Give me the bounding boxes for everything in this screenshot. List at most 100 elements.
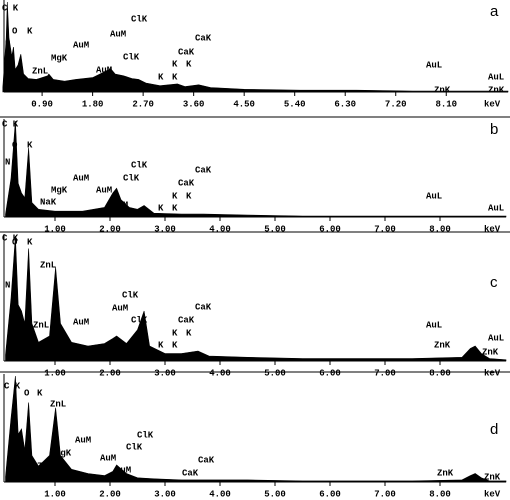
x-tick-label: 3.00 — [154, 489, 176, 499]
spectrum — [5, 120, 507, 218]
peak-label: ZnL — [37, 461, 53, 471]
peak-label: ZnK — [488, 85, 505, 95]
x-tick-label: 4.00 — [209, 224, 231, 234]
peak-label: CaK — [178, 178, 195, 188]
peak-label: ClK — [123, 52, 140, 62]
peak-label: ZnL — [40, 260, 56, 270]
x-tick-label: 2.70 — [132, 99, 154, 109]
peak-label: K — [172, 328, 178, 338]
x-tick-label: 8.00 — [429, 489, 451, 499]
x-axis-unit: keV — [484, 368, 501, 378]
x-axis-unit: keV — [484, 224, 501, 234]
peak-label: AuM — [73, 317, 89, 327]
peak-label: AuM — [96, 65, 112, 75]
x-tick-label: 6.00 — [319, 368, 341, 378]
peak-label: O — [24, 388, 30, 398]
peak-label: K — [186, 59, 192, 69]
peak-label: ClK — [123, 173, 140, 183]
x-tick-label: 7.00 — [374, 224, 396, 234]
x-tick-label: 7.00 — [374, 489, 396, 499]
peak-label: ClK — [131, 315, 148, 325]
peak-label: K — [37, 388, 43, 398]
x-tick-label: 6.30 — [334, 99, 356, 109]
peak-label: ZnK — [434, 85, 451, 95]
peak-label: C K — [2, 233, 19, 243]
peak-label: K — [27, 237, 33, 247]
peak-label: O — [12, 140, 18, 150]
x-tick-label: 0.90 — [31, 99, 53, 109]
panel-letter: a — [490, 3, 499, 20]
peak-label: ZnL — [50, 399, 66, 409]
x-tick-label: 3.00 — [154, 368, 176, 378]
peak-label: CaK — [195, 33, 212, 43]
peak-label: AuM — [96, 185, 112, 195]
peak-label: N — [5, 280, 10, 290]
x-tick-label: 2.00 — [99, 489, 121, 499]
peak-label: AuL — [488, 203, 504, 213]
spectrum — [2, 1, 509, 93]
peak-label: O — [12, 26, 18, 36]
peak-label: AuL — [426, 60, 442, 70]
peak-label: K — [172, 203, 178, 213]
peak-label: ClK — [131, 14, 148, 24]
peak-label: ClK — [126, 442, 143, 452]
x-tick-label: 7.20 — [385, 99, 407, 109]
x-tick-label: 5.00 — [264, 489, 286, 499]
peak-label: ZnK — [484, 472, 501, 482]
peak-label: ZnL — [32, 66, 48, 76]
peak-label: N — [5, 39, 10, 49]
x-axis-unit: keV — [484, 99, 501, 109]
peak-label: K — [172, 72, 178, 82]
spectrum — [5, 375, 507, 483]
peak-label: AuM — [73, 40, 89, 50]
peak-label: O — [12, 237, 18, 247]
peak-label: C K — [2, 3, 19, 13]
peak-label: AuM — [75, 435, 91, 445]
x-tick-label: 1.00 — [44, 368, 66, 378]
panel-letter: c — [490, 274, 498, 291]
peak-label: C K — [2, 119, 19, 129]
peak-label: CaK — [182, 468, 199, 478]
x-tick-label: 7.00 — [374, 368, 396, 378]
peak-label: ZnL — [26, 77, 42, 87]
panel-letter: d — [490, 421, 498, 438]
peak-label: AuM — [112, 303, 128, 313]
x-tick-label: 3.00 — [154, 224, 176, 234]
peak-label: ClK — [131, 160, 148, 170]
peak-label: MgK — [55, 448, 72, 458]
x-tick-label: 3.60 — [183, 99, 205, 109]
peak-label: ZnK — [437, 468, 454, 478]
peak-label: ZnK — [434, 340, 451, 350]
peak-label: AuL — [426, 191, 442, 201]
peak-label: AuM — [73, 173, 89, 183]
peak-label: NaK — [40, 197, 57, 207]
peak-label: N — [5, 157, 10, 167]
peak-label: AuL — [488, 333, 504, 343]
x-tick-label: 4.00 — [209, 489, 231, 499]
peak-label: C K — [4, 381, 21, 391]
peak-label: K — [27, 26, 33, 36]
x-tick-label: 2.00 — [99, 368, 121, 378]
x-tick-label: 8.00 — [429, 224, 451, 234]
x-tick-label: 8.00 — [429, 368, 451, 378]
spectrum — [5, 235, 507, 362]
peak-label: K — [158, 340, 164, 350]
x-tick-label: 6.00 — [319, 224, 341, 234]
x-tick-label: 5.00 — [264, 224, 286, 234]
peak-label: AuM — [100, 453, 116, 463]
peak-label: AuM — [115, 465, 131, 475]
peak-label: CaK — [195, 165, 212, 175]
peak-label: K — [158, 203, 164, 213]
peak-label: MgK — [51, 185, 68, 195]
x-tick-label: 4.50 — [233, 99, 255, 109]
peak-label: K — [186, 191, 192, 201]
x-tick-label: 2.00 — [99, 224, 121, 234]
x-tick-label: 8.10 — [435, 99, 457, 109]
peak-label: K — [172, 191, 178, 201]
x-axis-unit: keV — [484, 489, 501, 499]
peak-label: ZnK — [482, 347, 499, 357]
x-tick-label: 4.00 — [209, 368, 231, 378]
peak-label: K — [27, 140, 33, 150]
peak-label: K — [158, 72, 164, 82]
